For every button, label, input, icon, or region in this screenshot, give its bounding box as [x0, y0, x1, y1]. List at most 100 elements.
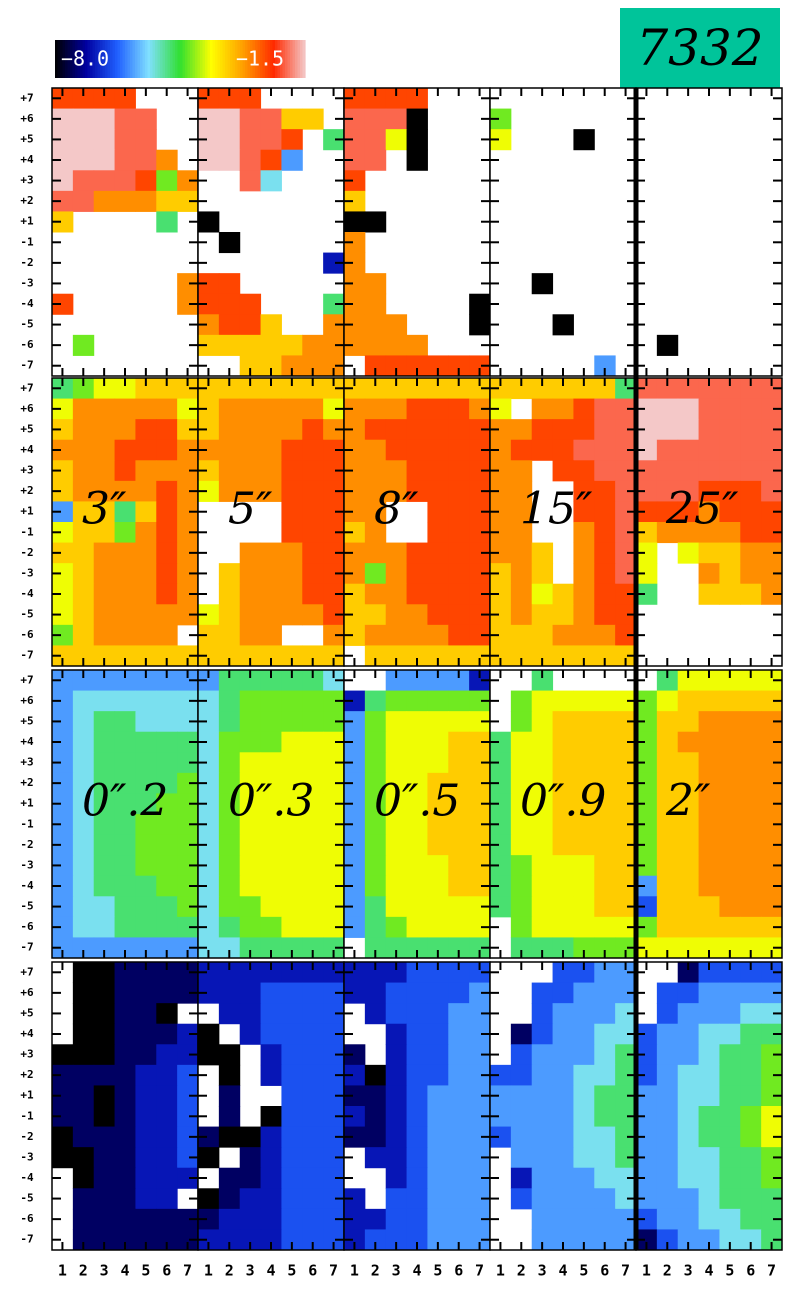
heatmap-cell — [364, 88, 387, 110]
heatmap-cell — [469, 793, 491, 815]
heatmap-cell — [761, 1167, 783, 1189]
heatmap-cell — [469, 439, 491, 461]
heatmap-cell — [615, 480, 637, 502]
heatmap-cell — [677, 1208, 700, 1230]
heatmap-cell — [594, 522, 616, 544]
heatmap-cell — [427, 439, 449, 461]
heatmap-cell — [344, 252, 366, 274]
heatmap-cell — [281, 645, 303, 667]
heatmap-cell — [93, 645, 116, 667]
heatmap-cell — [531, 855, 554, 877]
heatmap-cell — [427, 982, 449, 1004]
heatmap-cell — [177, 937, 199, 959]
heatmap-cell — [177, 731, 199, 753]
heatmap-cell — [448, 604, 470, 626]
heatmap-cell — [135, 439, 157, 461]
heatmap-cell — [615, 1188, 637, 1210]
heatmap-cell — [573, 1023, 595, 1045]
heatmap-cell — [385, 855, 408, 877]
heatmap-cell — [364, 108, 387, 130]
heatmap-cell — [135, 604, 157, 626]
heatmap-cell — [177, 962, 199, 984]
heatmap-cell — [385, 916, 408, 938]
colorbar-segment — [117, 40, 121, 78]
heatmap-cell — [114, 604, 136, 626]
heatmap-cell — [72, 670, 95, 692]
heatmap-cell — [594, 1167, 616, 1189]
heatmap-cell — [239, 1003, 262, 1025]
x-tick-label: 3 — [246, 1262, 255, 1280]
heatmap-cell — [510, 916, 533, 938]
heatmap-cell — [260, 108, 282, 130]
heatmap-cell — [740, 480, 762, 502]
heatmap-cell — [594, 1044, 616, 1066]
heatmap-cell — [385, 772, 408, 794]
heatmap-cell — [761, 752, 783, 774]
heatmap-cell — [448, 480, 470, 502]
heatmap-cell — [573, 1188, 595, 1210]
heatmap-cell — [469, 542, 491, 564]
heatmap-cell — [469, 604, 491, 626]
heatmap-cell — [385, 480, 408, 502]
heatmap-cell — [719, 439, 741, 461]
heatmap-cell — [218, 273, 241, 295]
heatmap-cell — [552, 314, 574, 336]
heatmap-cell — [344, 522, 366, 544]
colorbar-segment — [147, 40, 151, 78]
heatmap-cell — [364, 1208, 387, 1230]
heatmap-cell — [615, 1023, 637, 1045]
heatmap-cell — [552, 419, 574, 441]
heatmap-cell — [260, 419, 282, 441]
heatmap-cell — [281, 937, 303, 959]
heatmap-cell — [344, 460, 366, 482]
heatmap-cell — [239, 88, 262, 110]
colorbar-segment — [280, 40, 284, 78]
heatmap-cell — [573, 439, 595, 461]
heatmap-cell — [677, 1085, 700, 1107]
heatmap-cell — [52, 1147, 74, 1169]
heatmap-cell — [490, 834, 512, 856]
heatmap-cell — [302, 542, 324, 564]
heatmap-cell — [281, 1085, 303, 1107]
heatmap-cell — [552, 814, 574, 836]
heatmap-cell — [719, 982, 741, 1004]
heatmap-cell — [135, 1126, 157, 1148]
heatmap-cell — [72, 1229, 95, 1251]
y-tick-label: +2 — [20, 776, 33, 789]
heatmap-cell — [469, 711, 491, 733]
heatmap-cell — [406, 149, 428, 171]
heatmap-cell — [114, 129, 136, 151]
heatmap-cell — [490, 108, 512, 130]
heatmap-cell — [72, 501, 95, 523]
heatmap-cell — [218, 875, 241, 897]
heatmap-cell — [344, 814, 366, 836]
heatmap-cell — [656, 916, 679, 938]
heatmap-cell — [260, 855, 282, 877]
heatmap-cell — [740, 937, 762, 959]
heatmap-cell — [552, 916, 574, 938]
heatmap-cell — [281, 855, 303, 877]
heatmap-cell — [656, 522, 679, 544]
heatmap-cell — [719, 814, 741, 836]
colorbar-segment — [127, 40, 131, 78]
heatmap-cell — [427, 772, 449, 794]
colorbar-segment — [157, 40, 161, 78]
heatmap-cell — [552, 1147, 574, 1169]
heatmap-cell — [135, 583, 157, 605]
heatmap-cell — [302, 752, 324, 774]
heatmap-cell — [239, 624, 262, 646]
heatmap-cell — [344, 480, 366, 502]
colorbar-segment — [110, 40, 114, 78]
heatmap-cell — [302, 1044, 324, 1066]
heatmap-cell — [406, 690, 428, 712]
heatmap-cell — [323, 439, 345, 461]
heatmap-cell — [406, 834, 428, 856]
heatmap-cell — [636, 522, 658, 544]
heatmap-cell — [510, 1167, 533, 1189]
heatmap-cell — [636, 460, 658, 482]
heatmap-cell — [218, 398, 241, 420]
heatmap-cell — [594, 419, 616, 441]
heatmap-cell — [636, 1208, 658, 1230]
heatmap-cell — [114, 1147, 136, 1169]
heatmap-cell — [385, 982, 408, 1004]
